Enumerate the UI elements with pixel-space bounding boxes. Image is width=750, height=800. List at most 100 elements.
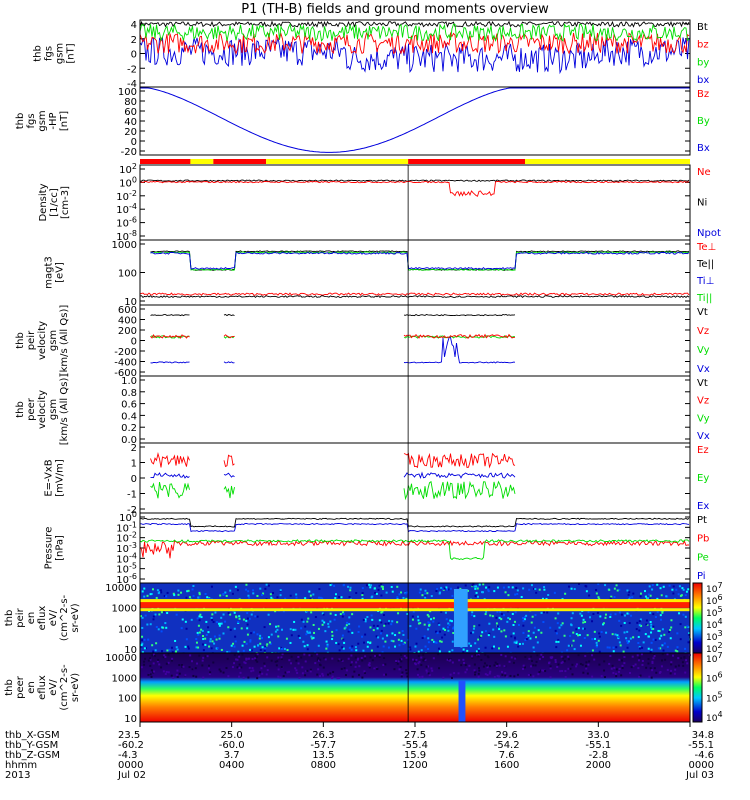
spectrogram-pixel: [656, 611, 659, 614]
spectrogram-pixel: [236, 658, 239, 661]
spectrogram-pixel: [647, 657, 650, 660]
spectrogram-pixel: [620, 613, 623, 616]
spectrogram-pixel: [361, 635, 364, 638]
spectrogram-pixel: [329, 672, 332, 675]
spectrogram-pixel: [501, 670, 504, 673]
spectrogram-pixel: [275, 664, 278, 667]
spectrogram-pixel: [487, 634, 490, 637]
spectrogram-pixel: [170, 646, 173, 649]
spectrogram-pixel: [189, 654, 192, 657]
spectrogram-pixel: [688, 632, 691, 635]
spectrogram-pixel: [432, 617, 435, 620]
ylabel-line: thb: [4, 610, 15, 627]
spectrogram-pixel: [616, 634, 619, 637]
spectrogram-pixel: [452, 632, 455, 635]
spectrogram-pixel: [251, 658, 254, 661]
spectrogram-pixel: [439, 640, 442, 643]
spectrogram-pixel: [527, 630, 530, 633]
spectrogram-pixel: [446, 626, 449, 629]
spectrogram-pixel: [674, 649, 677, 652]
spectrogram-pixel: [651, 669, 654, 672]
spectrogram-pixel: [685, 659, 688, 662]
spectrogram-pixel: [405, 669, 408, 672]
spectrogram-pixel: [556, 665, 559, 668]
spectrogram-pixel: [549, 676, 552, 679]
spectrogram-pixel: [340, 659, 343, 662]
spectrogram-pixel: [327, 622, 330, 625]
spectrogram-pixel: [312, 636, 315, 639]
spectrogram-pixel: [670, 663, 673, 666]
spectrogram-pixel: [531, 615, 534, 618]
spectrogram-pixel: [636, 654, 639, 657]
spectrogram-pixel: [322, 666, 325, 669]
spectrogram-pixel: [209, 671, 212, 674]
spectrogram-pixel: [288, 670, 291, 673]
spectrogram-pixel: [201, 664, 204, 667]
spectrogram-pixel: [417, 619, 420, 622]
spectrogram-pixel: [348, 596, 351, 599]
spectrogram-pixel: [279, 676, 282, 679]
spectrogram-pixel: [657, 629, 660, 632]
spectrogram-pixel: [326, 645, 329, 648]
spectrogram-pixel: [240, 627, 243, 630]
ytick-label: 1.0: [121, 376, 137, 387]
spectrogram-pixel: [631, 596, 634, 599]
spectrogram-pixel: [523, 666, 526, 669]
spectrogram-pixel: [141, 651, 144, 654]
spectrogram-pixel: [229, 607, 232, 610]
spectrogram-pixel: [222, 632, 225, 635]
spectrogram-pixel: [521, 642, 524, 645]
ylabel-line: gsm: [48, 399, 59, 420]
spectrogram-pixel: [380, 594, 383, 597]
spectrogram-pixel: [412, 610, 415, 613]
spectrogram-pixel: [395, 660, 398, 663]
spectrogram-pixel: [381, 610, 384, 613]
colorbar: [692, 582, 703, 654]
spectrogram-pixel: [222, 671, 225, 674]
spectrogram-pixel: [522, 631, 525, 634]
spectrogram-pixel: [196, 631, 199, 634]
spectrogram-pixel: [280, 656, 283, 659]
spectrogram-pixel: [502, 586, 505, 589]
ylabel-line: thb: [33, 45, 44, 62]
time-row-label: thb_Y-GSM: [5, 740, 58, 751]
spectrogram-pixel: [532, 675, 535, 678]
spectrogram-pixel: [474, 594, 477, 597]
spectrogram-pixel: [635, 628, 638, 631]
spectrogram-pixel: [584, 584, 587, 587]
ylabel-line: gsm: [37, 110, 48, 131]
spectrogram-pixel: [283, 647, 286, 650]
spectrogram-pixel: [654, 638, 657, 641]
spectrogram-pixel: [397, 638, 400, 641]
spectrogram-pixel: [378, 619, 381, 622]
spectrogram-pixel: [577, 627, 580, 630]
spectrogram-pixel: [331, 638, 334, 641]
spectrogram-pixel: [140, 666, 143, 669]
spectrogram-pixel: [400, 607, 403, 610]
spectrogram-pixel: [234, 640, 237, 643]
series-Vy: [150, 335, 516, 339]
spectrogram-pixel: [476, 586, 479, 589]
spectrogram-pixel: [254, 657, 257, 660]
spectrogram-pixel: [362, 618, 365, 621]
spectrogram-pixel: [321, 619, 324, 622]
spectrogram-pixel: [567, 667, 570, 670]
spectrogram-pixel: [471, 611, 474, 614]
spectrogram-pixel: [452, 626, 455, 629]
spectrogram-pixel: [396, 621, 399, 624]
ylabel-line: [nT]: [66, 43, 77, 63]
spectrogram-pixel: [377, 588, 380, 591]
spectrogram-pixel: [484, 646, 487, 649]
spectrogram-pixel: [652, 627, 655, 630]
spectrogram-pixel: [431, 638, 434, 641]
ylabel-line: [km/s (All Qs)]: [59, 305, 70, 377]
spectrogram-pixel: [462, 648, 465, 651]
spectrogram-pixel: [482, 583, 485, 586]
spectrogram-pixel: [254, 654, 257, 657]
spectrogram-pixel: [612, 646, 615, 649]
spectrogram-pixel: [334, 597, 337, 600]
spectrogram-pixel: [396, 598, 399, 601]
ylabel-line: E=-VxB: [44, 459, 55, 496]
spectrogram-pixel: [277, 668, 280, 671]
spectrogram-pixel: [564, 676, 567, 679]
